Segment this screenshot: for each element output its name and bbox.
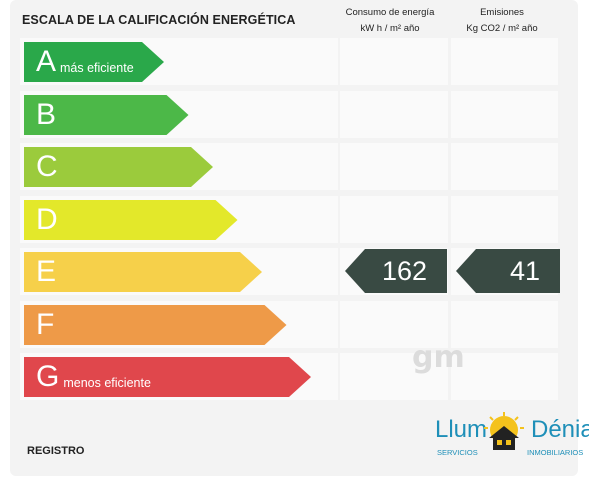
emisiones-unit: Kg CO2 / m² año bbox=[466, 23, 538, 34]
energy-class-letter: B bbox=[36, 97, 57, 131]
scale-row-c: C bbox=[20, 143, 558, 191]
consumo-cell bbox=[340, 38, 448, 85]
logo-name-left: Llum bbox=[435, 416, 488, 443]
energy-class-letter: A bbox=[36, 45, 57, 78]
page-title: ESCALA DE LA CALIFICACIÓN ENERGÉTICA bbox=[22, 13, 296, 27]
emisiones-cell bbox=[451, 38, 558, 85]
emisiones-cell bbox=[451, 195, 558, 243]
energy-class-arrow-c: C bbox=[24, 147, 213, 187]
energy-class-arrow-e: E bbox=[24, 252, 262, 292]
energy-class-letter: C bbox=[36, 150, 58, 183]
emisiones-cell bbox=[451, 300, 558, 348]
scale-row-e: E 162 41 bbox=[20, 248, 560, 296]
consumo-cell bbox=[340, 90, 448, 138]
consumo-header: Consumo de energía kW h / m² año bbox=[335, 5, 445, 37]
scale-row-f: F bbox=[20, 300, 558, 349]
registro-label: REGISTRO bbox=[27, 445, 85, 457]
consumo-cell bbox=[340, 353, 448, 400]
rating-value: 41 bbox=[509, 255, 540, 286]
scale-row-d: D bbox=[20, 195, 558, 244]
energy-class-letter: G bbox=[36, 360, 60, 393]
logo-tag-left: SERVICIOS bbox=[437, 448, 478, 457]
consumo-cell bbox=[340, 195, 448, 243]
consumo-cell bbox=[340, 300, 448, 348]
energy-class-arrow-b: B bbox=[24, 94, 189, 135]
energy-class-letter: D bbox=[36, 202, 58, 236]
energy-class-letter: F bbox=[36, 307, 55, 341]
emisiones-cell bbox=[451, 353, 558, 400]
logo-tag-right: INMOBILIARIOS bbox=[527, 448, 584, 457]
consumo-cell bbox=[340, 143, 448, 190]
consumo-unit: kW h / m² año bbox=[360, 23, 420, 34]
watermark-logo: gm bbox=[412, 340, 465, 375]
energy-class-sublabel: menos eficiente bbox=[63, 376, 151, 390]
emisiones-cell bbox=[451, 143, 558, 190]
house-sun-icon bbox=[484, 412, 524, 450]
energy-class-letter: E bbox=[36, 255, 57, 288]
consumo-label: Consumo de energía bbox=[345, 7, 435, 18]
energy-class-sublabel: más eficiente bbox=[60, 61, 134, 75]
emisiones-rating-badge: 41 bbox=[456, 249, 560, 293]
scale-row-b: B bbox=[20, 90, 558, 139]
emisiones-cell bbox=[451, 90, 558, 138]
emisiones-label: Emisiones bbox=[480, 7, 524, 18]
rating-value: 162 bbox=[381, 255, 427, 286]
logo-name-right: Dénia bbox=[531, 416, 589, 443]
energy-class-arrow-f: F bbox=[24, 304, 287, 345]
energy-class-arrow-d: D bbox=[24, 199, 238, 240]
consumo-rating-badge: 162 bbox=[345, 249, 447, 293]
company-logo: Llum Dénia SERVICIOS INMOBILIARIOS bbox=[435, 410, 589, 465]
emisiones-header: Emisiones Kg CO2 / m² año bbox=[447, 5, 557, 37]
